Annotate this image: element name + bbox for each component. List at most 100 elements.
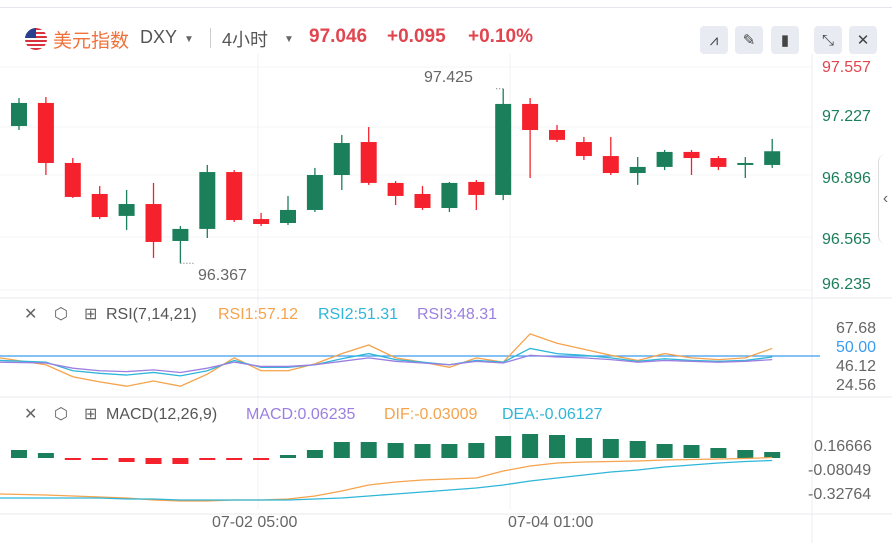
price-change: +0.095 <box>387 26 446 47</box>
rsi1-value: RSI1:57.12 <box>218 306 299 323</box>
dea-line <box>0 459 773 501</box>
chart-header: 美元指数 DXY ▼ 4小时 ▼ 97.046 +0.095 +0.10% ⩘ … <box>0 8 892 54</box>
macd-histogram-bar <box>199 458 216 460</box>
top-strip <box>0 0 892 8</box>
candle-body <box>306 175 323 210</box>
candle-body <box>629 166 646 174</box>
candle-body <box>118 204 135 216</box>
candle-body <box>495 103 512 195</box>
candle-type-button[interactable]: ▮ <box>771 26 799 54</box>
candle-body <box>333 143 350 176</box>
rsi2-value: RSI2:51.31 <box>318 306 399 323</box>
macd-histogram-bar <box>602 439 619 458</box>
rsi-axis-label: 67.68 <box>836 320 877 337</box>
candle-body <box>764 151 781 165</box>
candle-body <box>656 151 673 167</box>
macd-histogram-bar <box>414 444 431 458</box>
candle-body <box>575 142 592 157</box>
candle-body <box>683 151 700 159</box>
macd-histogram-bar <box>656 444 673 458</box>
rsi2-line <box>0 347 773 377</box>
instrument-name: 美元指数 <box>53 31 130 52</box>
candle-body <box>91 193 108 218</box>
price-axis-label: 96.896 <box>822 170 871 187</box>
candle-body <box>226 172 243 221</box>
candle-body <box>37 102 54 163</box>
remove-indicator-icon[interactable]: ✕ <box>24 306 38 323</box>
macd-histogram-bar <box>441 444 458 458</box>
settings-icon[interactable]: ⬡ <box>54 306 68 323</box>
dea-value: DEA:-0.06127 <box>502 406 603 423</box>
expand-icon[interactable]: ⊞ <box>84 406 98 423</box>
rsi-axis-label: 46.12 <box>836 358 877 375</box>
candle-body <box>172 228 189 241</box>
draw-button[interactable]: ✎ <box>735 26 763 54</box>
interval-selector[interactable]: 4小时 <box>222 30 269 50</box>
candle-body <box>280 209 296 223</box>
macd-histogram-bar <box>629 441 646 458</box>
time-axis-label: 07-02 05:00 <box>212 514 298 531</box>
price-axis-label: 97.227 <box>822 108 871 125</box>
candle-body <box>64 162 81 197</box>
macd-histogram-bar <box>91 458 108 460</box>
macd-histogram-bar <box>575 438 592 458</box>
candle-body <box>145 204 162 242</box>
candle-body <box>414 193 431 208</box>
candle-body <box>468 181 485 195</box>
macd-histogram-bar <box>737 450 754 458</box>
remove-indicator-icon[interactable]: ✕ <box>24 406 38 423</box>
macd-histogram-bar <box>387 443 404 458</box>
price-axis-label: 96.235 <box>822 276 871 293</box>
indicator-button[interactable]: ⩘ <box>700 26 728 54</box>
macd-histogram-bar <box>11 450 27 458</box>
settings-icon[interactable]: ⬡ <box>54 406 68 423</box>
expand-panel-handle[interactable]: ‹ <box>878 154 892 244</box>
macd-histogram-bar <box>118 458 135 462</box>
macd-value: MACD:0.06235 <box>246 406 356 423</box>
chevron-down-icon[interactable]: ▼ <box>184 34 194 45</box>
chart-area[interactable]: 97.557 97.227 96.896 96.565 96.235 97.42… <box>0 54 892 543</box>
collapse-button[interactable]: ⤡ <box>814 26 842 54</box>
symbol-selector[interactable]: DXY <box>140 27 178 47</box>
us-flag-icon <box>25 28 47 50</box>
candle-type-icon: ▮ <box>780 32 790 49</box>
rsi-axis-label: 24.56 <box>836 377 877 394</box>
candle-body <box>441 182 458 208</box>
macd-axis-label: -0.08049 <box>808 462 872 479</box>
last-price: 97.046 <box>309 26 368 47</box>
rsi1-line <box>0 333 773 387</box>
rsi3-value: RSI3:48.31 <box>417 306 498 323</box>
low-annotation: 96.367 <box>198 267 247 284</box>
macd-histogram-bar <box>549 435 565 458</box>
macd-histogram-bar <box>360 442 377 458</box>
close-button[interactable]: ✕ <box>849 26 877 54</box>
price-change-pct: +0.10% <box>468 26 533 47</box>
macd-histogram-bar <box>683 445 700 458</box>
macd-histogram-bar <box>226 458 243 460</box>
candle-body <box>360 142 377 183</box>
macd-histogram-bar <box>306 450 323 458</box>
expand-icon[interactable]: ⊞ <box>84 306 98 323</box>
dif-value: DIF:-0.03009 <box>384 406 478 423</box>
macd-histogram-bar <box>37 453 54 458</box>
candle-body <box>549 129 565 140</box>
candle-body <box>710 158 727 167</box>
price-axis-label: 97.557 <box>822 59 871 76</box>
macd-histogram-bar <box>145 458 162 464</box>
candle-body <box>11 102 27 127</box>
macd-histogram-bar <box>710 448 727 458</box>
macd-title: MACD(12,26,9) <box>106 406 218 423</box>
candle-body <box>253 219 270 224</box>
macd-histogram-bar <box>468 443 485 458</box>
rsi-axis-label: 50.00 <box>836 339 877 356</box>
candle-body <box>199 172 216 229</box>
macd-histogram-bar <box>764 452 781 458</box>
candle-body <box>387 182 404 196</box>
time-axis-label: 07-04 01:00 <box>508 514 594 531</box>
candle-body <box>737 162 754 165</box>
macd-histogram-bar <box>253 458 270 460</box>
draw-icon: ✎ <box>742 32 756 49</box>
macd-histogram-bar <box>522 434 539 458</box>
chevron-down-icon[interactable]: ▼ <box>284 34 294 45</box>
macd-axis-label: 0.16666 <box>814 438 872 455</box>
